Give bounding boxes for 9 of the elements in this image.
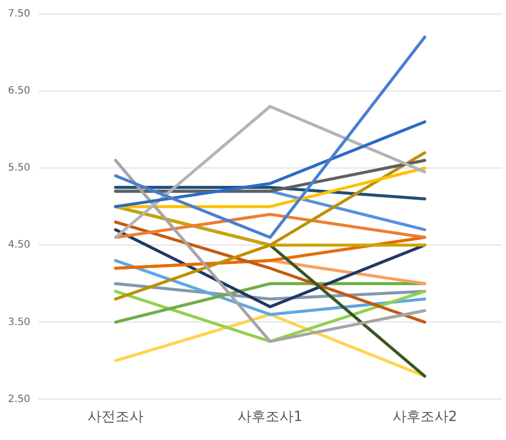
y-tick-label: 2.50: [8, 394, 30, 405]
y-tick-label: 4.50: [8, 240, 30, 251]
x-tick-label: 사전조사: [88, 409, 144, 426]
y-tick-label: 5.50: [8, 162, 30, 174]
y-tick-label: 6.50: [8, 86, 30, 97]
y-tick-label: 7.50: [8, 8, 30, 20]
x-tick-label: 사후조사2: [392, 409, 458, 426]
y-tick-label: 3.50: [8, 316, 30, 328]
x-tick-label: 사후조사1: [238, 409, 303, 426]
